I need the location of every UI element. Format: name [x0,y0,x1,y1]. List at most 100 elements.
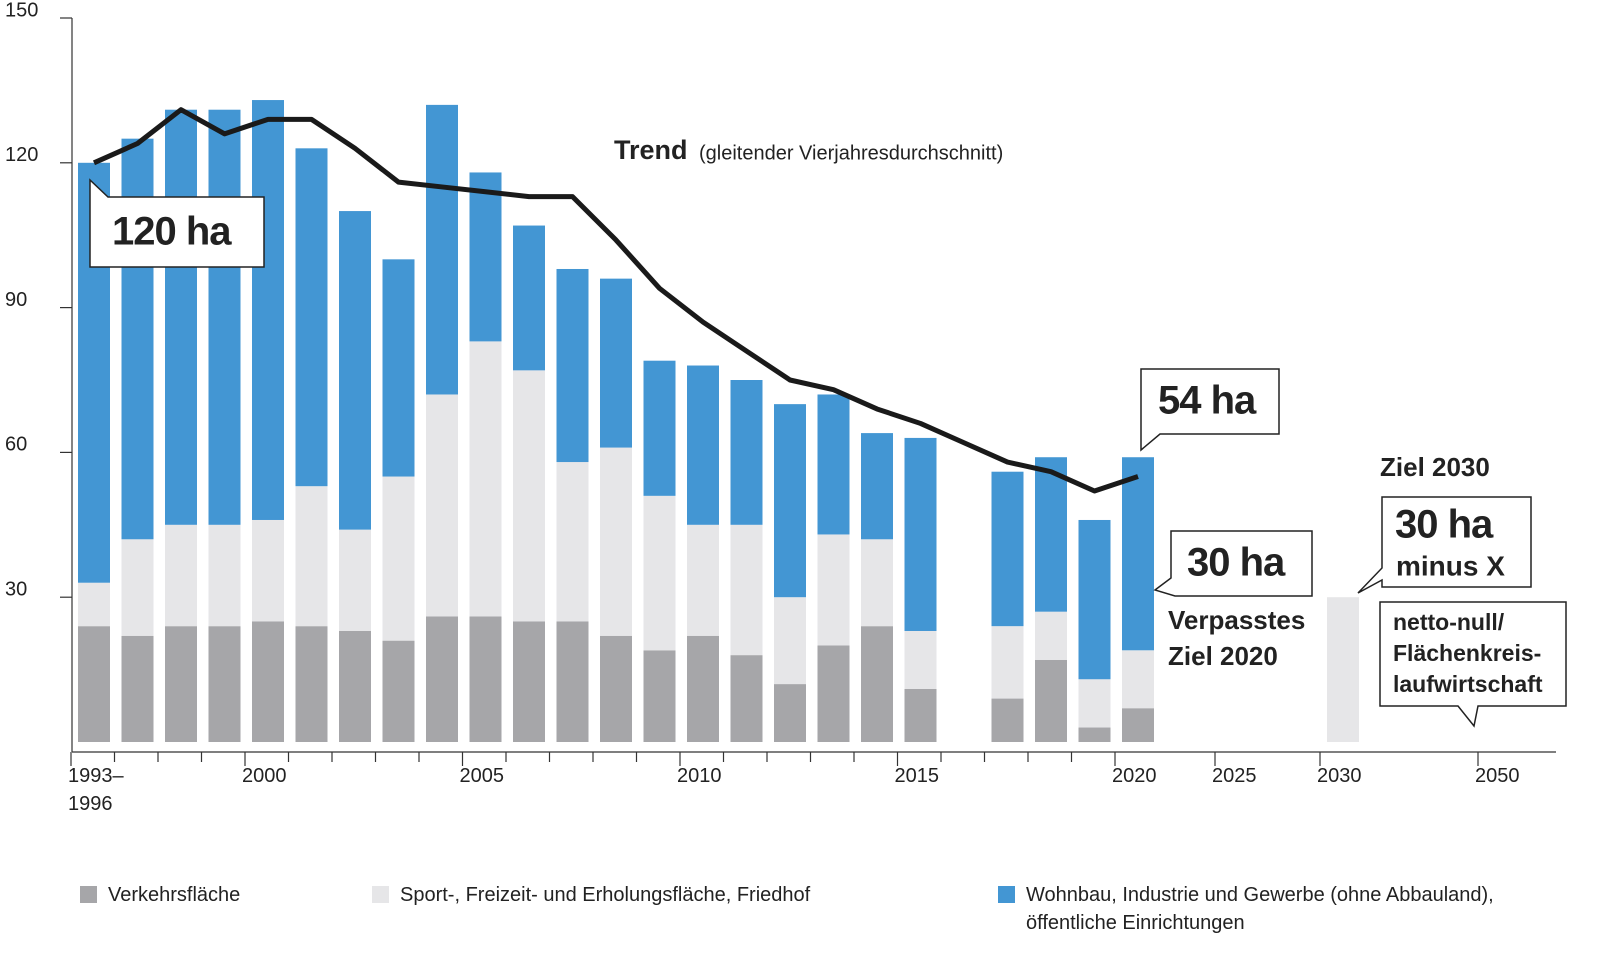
bar-segment [556,462,589,622]
bar-segment [774,684,806,742]
y-tick-label: 30 [5,578,27,600]
x-tick-label: 2015 [894,765,940,787]
bar-segment [904,437,937,631]
x-tick-label: 2020 [1112,765,1157,787]
legend-swatch [372,886,389,903]
bar-segment [730,655,763,742]
x-tick-label: 2005 [459,765,505,787]
bar-segment [687,365,719,525]
bar-segment [252,100,284,520]
bar-segment [339,630,371,742]
bar-segment [382,476,415,641]
bar-segment [904,630,937,689]
bar-segment [513,225,545,371]
goal-2050-text: netto-null/ [1393,609,1505,635]
bar-segment [861,433,893,540]
bar-segment [817,534,850,646]
bar-segment [78,582,110,627]
bar-segment [78,626,110,742]
callout-box [89,178,265,268]
bar-segment [904,688,937,742]
bar-segment [600,447,632,636]
bar-segment [991,698,1024,742]
bar-segment [817,394,850,535]
legend-label: Sport-, Freizeit- und Erholungsfläche, F… [400,884,811,906]
bar-segment [513,621,545,742]
goal-2050-text: laufwirtschaft [1393,671,1543,697]
bar-segment [556,621,589,742]
goal-title: Ziel 2030 [1380,452,1490,482]
goal-line: minus X [1396,550,1505,581]
bar-segment [382,259,415,477]
bar-segment [295,626,328,742]
callout: 54 ha [1158,379,1257,423]
bar-segment [1078,727,1111,742]
bar-segment [469,616,502,742]
bar-segment [121,539,154,636]
bar-segment [861,539,893,627]
legend-swatch [80,886,97,903]
callout-box [1357,496,1532,594]
bar-segment [469,172,502,342]
goal-2050-text: Flächenkreis- [1393,640,1541,666]
bar-segment [643,360,676,496]
callout-box [1140,368,1280,452]
y-tick-label: 150 [5,0,38,21]
bar-segment [426,394,458,617]
bar-segment [382,640,415,742]
legend-label: Wohnbau, Industrie und Gewerbe (ohne Abb… [1026,884,1494,934]
bar-segment [991,626,1024,699]
callout: 30 ha [1187,541,1286,585]
bar-segment [208,524,241,627]
y-tick-label: 90 [5,289,27,311]
bar-segment [513,370,545,622]
trend-line [92,107,1139,494]
bar-segment [1035,659,1067,742]
bar-segment [1122,457,1154,651]
bar-segment [165,524,197,627]
x-tick-label: 2030 [1317,765,1362,787]
bar-segment [643,650,676,742]
bar-segment [730,380,763,525]
bar-segment [339,211,371,530]
bar-segment [687,635,719,742]
goal-line: 30 ha [1395,503,1494,547]
bar-segment [295,486,328,627]
bar-segment [165,626,197,742]
bar-segment [1122,708,1154,742]
x-tick-label: 1993–1996 [68,765,124,815]
bar-segment [1122,650,1154,709]
bar-segment [295,148,328,487]
bar-segment [861,626,893,742]
bar-segment [165,109,197,525]
bar-segment [426,616,458,742]
bar-segment [1035,457,1067,612]
bar-segment [1078,679,1111,728]
x-tick-label: 2025 [1212,765,1257,787]
goal-bar [1327,597,1359,742]
legend-swatch [998,886,1015,903]
bar-segment [600,278,632,448]
x-tick-label: 2050 [1475,765,1520,787]
bar-segment [600,635,632,742]
bar-segment [817,645,850,742]
x-tick-label: 2010 [677,765,722,787]
trend-name: Trend [614,135,688,165]
callout-box [1153,530,1313,597]
callout-box [1379,601,1567,728]
x-tick-label: 2000 [242,765,287,787]
bar-segment [426,104,458,395]
bar-segment [252,621,284,742]
bar-segment [469,341,502,617]
callout: 120 ha [112,210,232,254]
bar-segment [774,597,806,685]
missed-goal-text: Verpasstes [1168,605,1305,635]
bar-segment [774,404,806,598]
bar-segment [643,495,676,651]
y-tick-label: 60 [5,434,27,456]
y-tick-label: 120 [5,144,38,166]
bar-segment [1035,611,1067,660]
bar-segment [208,109,241,525]
